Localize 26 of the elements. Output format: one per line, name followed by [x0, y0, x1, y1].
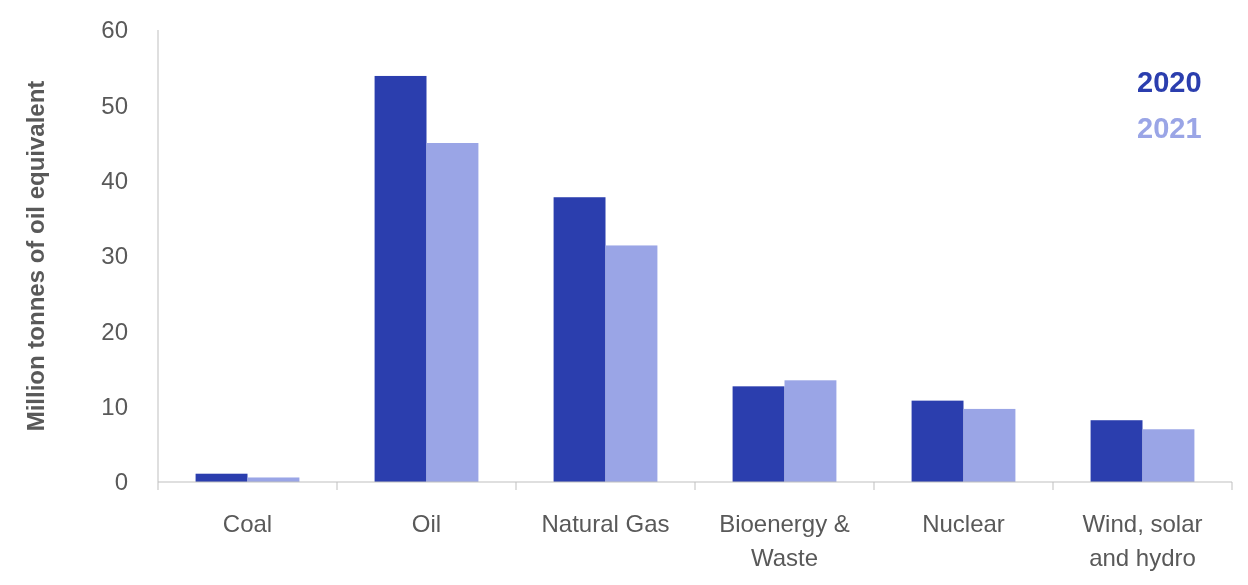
bar — [1090, 420, 1143, 482]
x-tick-label: Coal — [222, 510, 273, 537]
text: 2021 — [1137, 112, 1202, 144]
y-tick-label: 60 — [101, 16, 128, 44]
text: 2020 — [1137, 66, 1202, 98]
x-tick-label: Wind, solar and hydro — [1082, 510, 1203, 571]
y-tick-label: 30 — [101, 242, 128, 270]
y-tick-label: 0 — [114, 468, 128, 496]
y-tick-label: 40 — [101, 167, 128, 195]
bar — [605, 245, 658, 482]
bar — [784, 380, 837, 482]
y-axis-title: Million tonnes of oil equivalent — [22, 80, 49, 432]
bar — [553, 197, 606, 482]
bar — [374, 75, 427, 482]
bar — [963, 408, 1016, 482]
bar — [1142, 429, 1195, 482]
y-tick-label: 10 — [101, 393, 128, 421]
bar — [911, 400, 964, 482]
x-tick-label: Nuclear — [922, 510, 1005, 537]
x-tick-label: Bioenergy & Waste — [719, 510, 850, 571]
y-tick-label: 50 — [101, 91, 128, 119]
x-tick-label: Natural Gas — [541, 510, 670, 537]
bar — [426, 143, 479, 482]
x-tick-label: Oil — [411, 510, 442, 537]
y-tick-label: 20 — [101, 317, 128, 345]
bar — [732, 386, 785, 482]
